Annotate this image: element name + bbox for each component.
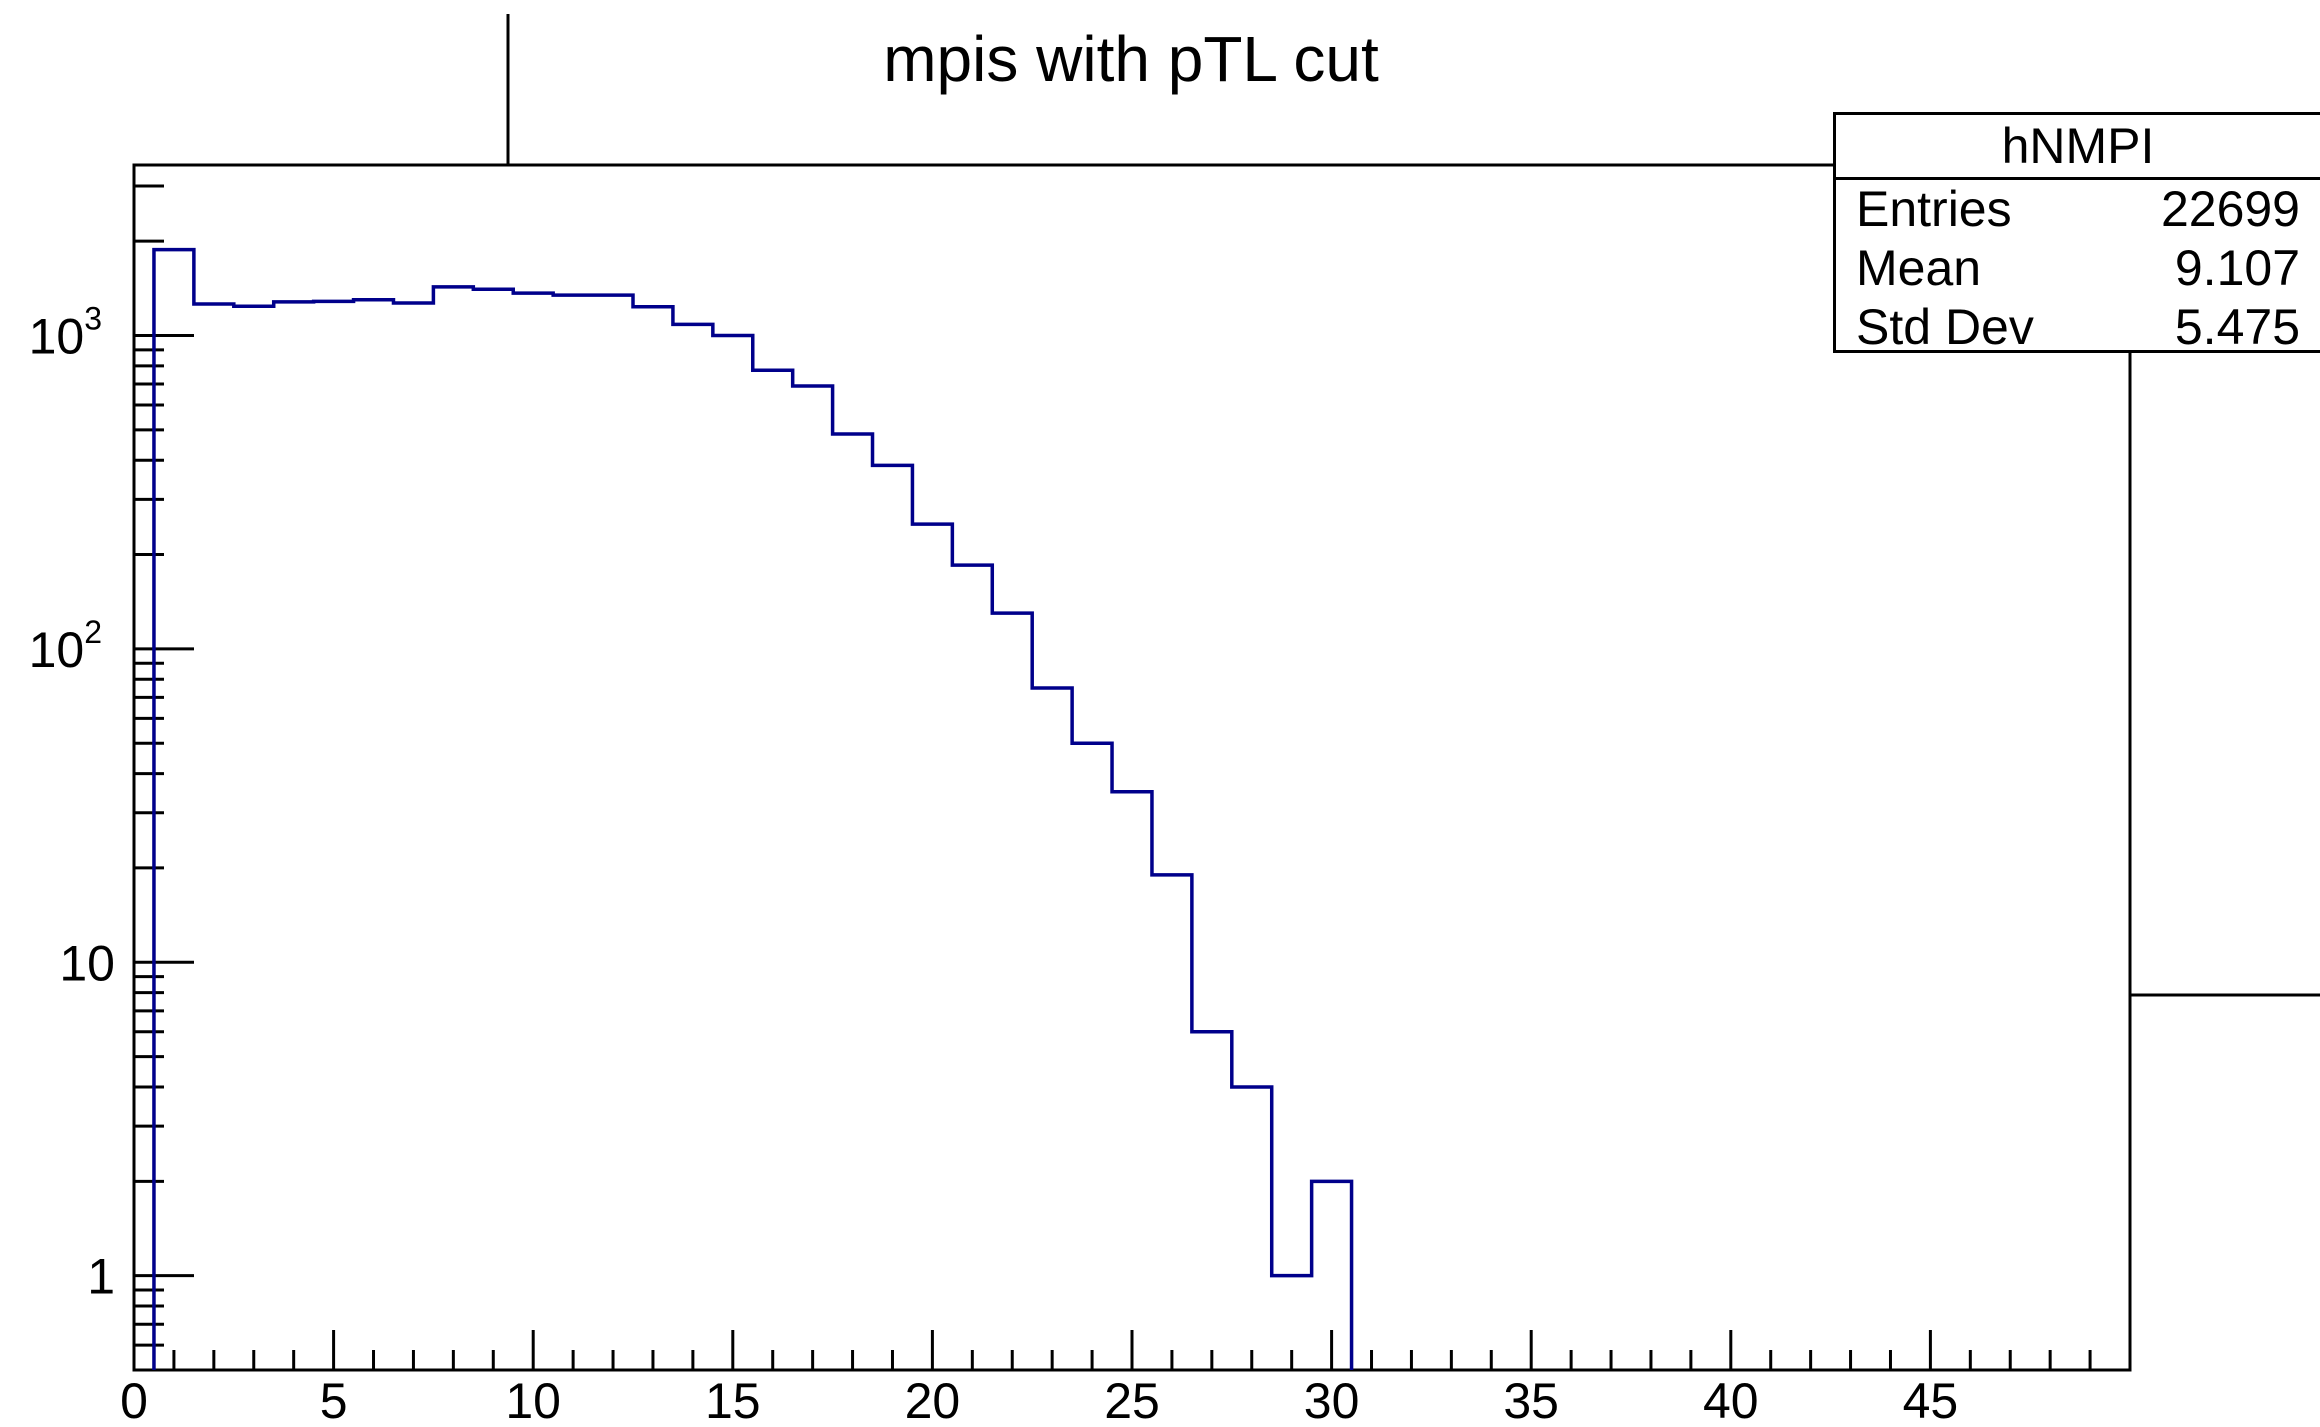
- x-tick-label: 45: [1903, 1373, 1959, 1427]
- x-axis-ticks: [132, 1330, 2092, 1370]
- histogram-bin: [393, 303, 433, 1370]
- x-tick-label: 35: [1503, 1373, 1559, 1427]
- x-tick-label: 15: [705, 1373, 761, 1427]
- stats-value: 5.475: [2174, 299, 2300, 355]
- stats-value: 22699: [2160, 181, 2300, 237]
- y-tick-label: 102: [29, 614, 102, 678]
- y-tick-label: 10: [59, 935, 115, 991]
- histogram-bin: [633, 307, 673, 1370]
- y-axis-tick-labels: 1 10 102 103: [29, 301, 115, 1305]
- x-tick-label: 5: [320, 1373, 348, 1427]
- stats-value: 9.107: [2174, 240, 2300, 296]
- stats-box: hNMPI Entries 22699 Mean 9.107 Std Dev 5…: [1833, 112, 2320, 355]
- histogram-outline: [152, 247, 1354, 1370]
- histogram-bin: [1112, 792, 1152, 1370]
- histogram-bin: [513, 293, 553, 1370]
- histogram-bin: [793, 386, 833, 1370]
- stats-box-name: hNMPI: [1836, 115, 2320, 180]
- x-tick-label: 30: [1304, 1373, 1360, 1427]
- stats-row-std-dev: Std Dev 5.475: [1836, 298, 2320, 357]
- histogram-bin: [1032, 688, 1072, 1370]
- histogram-bin: [753, 370, 793, 1370]
- y-tick-label: 1: [87, 1249, 115, 1305]
- histogram-bin: [1152, 875, 1192, 1370]
- histogram-bin: [234, 306, 274, 1370]
- x-axis-tick-labels: 0 5 10 15 20 25 30 35 40 45: [120, 1373, 1958, 1427]
- stats-label: Entries: [1856, 181, 2012, 237]
- x-tick-label: 10: [505, 1373, 561, 1427]
- histogram-bin: [274, 302, 314, 1370]
- x-tick-label: 40: [1703, 1373, 1759, 1427]
- histogram-bin: [593, 295, 633, 1370]
- x-tick-label: 25: [1104, 1373, 1160, 1427]
- histogram-bin: [1192, 1032, 1232, 1370]
- stats-label: Std Dev: [1856, 299, 2034, 355]
- x-tick-label: 0: [120, 1373, 148, 1427]
- histogram-bin: [553, 295, 593, 1370]
- histogram-bin: [433, 287, 473, 1370]
- histogram-bin: [154, 250, 194, 1370]
- histogram-bin: [1312, 1181, 1352, 1370]
- stats-row-entries: Entries 22699: [1836, 180, 2320, 239]
- histogram-bin: [912, 524, 952, 1370]
- chart-title: mpis with pTL cut: [883, 23, 1379, 95]
- histogram-bin: [952, 565, 992, 1370]
- histogram-bin: [833, 434, 873, 1370]
- x-tick-label: 20: [905, 1373, 961, 1427]
- y-tick-label: 103: [29, 301, 102, 365]
- histogram-bin: [354, 300, 394, 1370]
- histogram-bin: [314, 301, 354, 1370]
- histogram-bins: [154, 250, 1352, 1370]
- histogram-bin: [473, 289, 513, 1370]
- histogram-bin: [1232, 1087, 1272, 1370]
- histogram-bin: [713, 336, 753, 1370]
- histogram-bin: [194, 304, 234, 1370]
- histogram-bin: [1272, 1276, 1312, 1370]
- histogram-bin: [673, 324, 713, 1370]
- histogram-bin: [873, 465, 913, 1370]
- histogram-bin: [992, 613, 1032, 1370]
- stats-row-mean: Mean 9.107: [1836, 239, 2320, 298]
- y-axis-ticks: [134, 184, 194, 1372]
- histogram-bin: [1072, 743, 1112, 1370]
- stats-label: Mean: [1856, 240, 1982, 296]
